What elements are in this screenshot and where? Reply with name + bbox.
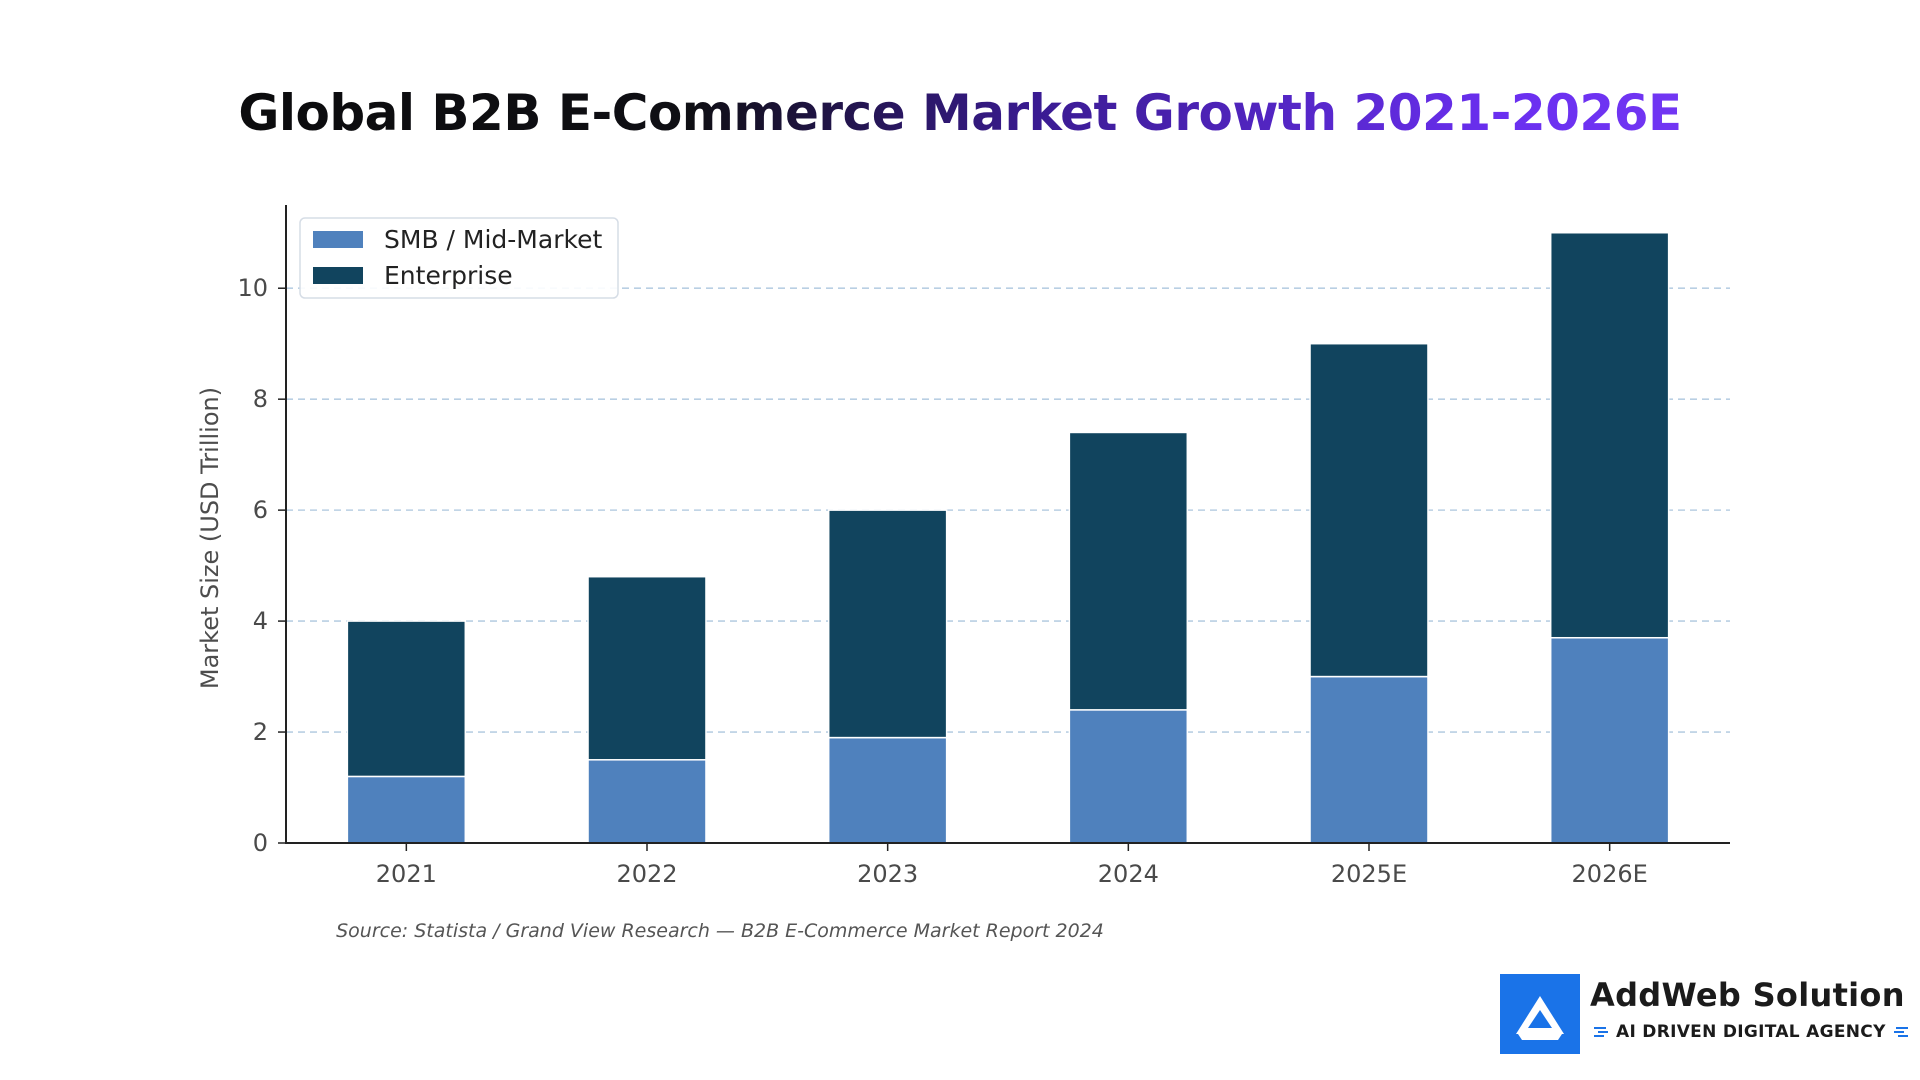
bar-enterprise — [1309, 342, 1429, 678]
brand-name: AddWeb Solution — [1590, 976, 1905, 1014]
bar-smb — [827, 736, 948, 844]
speed-lines-left-icon — [1594, 1027, 1608, 1037]
bar-smb — [346, 775, 467, 844]
axes — [285, 205, 1730, 844]
y-tick-label: 0 — [253, 829, 268, 857]
y-axis-title: Market Size (USD Trillion) — [196, 387, 224, 689]
addweb-a-logo-icon — [1500, 974, 1580, 1054]
bar-enterprise — [1549, 231, 1670, 639]
bar-enterprise — [1068, 431, 1189, 711]
y-tick-label: 6 — [253, 496, 268, 524]
y-tick-label: 8 — [253, 385, 268, 413]
legend-label-enterprise: Enterprise — [384, 261, 513, 290]
source-note: Source: Statista / Grand View Research —… — [336, 920, 1104, 942]
x-tick-label: 2023 — [857, 860, 918, 888]
x-tick-label: 2024 — [1098, 860, 1159, 888]
legend-swatch-smb — [313, 231, 363, 248]
x-tick-label: 2022 — [616, 860, 677, 888]
bar-enterprise — [587, 575, 707, 761]
legend-box — [299, 217, 619, 299]
brand-block: AddWeb Solution AI DRIVEN DIGITAL AGENCY — [1500, 974, 1908, 1056]
legend: SMB / Mid-Market Enterprise — [299, 217, 619, 299]
y-tick-label: 10 — [237, 274, 268, 302]
brand-tagline: AI DRIVEN DIGITAL AGENCY — [1616, 1022, 1886, 1042]
brand-tagline-row: AI DRIVEN DIGITAL AGENCY — [1592, 1022, 1910, 1042]
bar-enterprise — [346, 620, 467, 778]
bar-smb — [587, 759, 707, 844]
bar-smb — [1068, 709, 1189, 844]
x-tick-label: 2025E — [1331, 860, 1407, 888]
grid-lines — [286, 287, 1730, 733]
y-tick-label: 2 — [253, 718, 268, 746]
x-tick-label: 2021 — [376, 860, 437, 888]
y-tick-label: 4 — [253, 607, 268, 635]
x-tick-label: 2026E — [1572, 860, 1648, 888]
legend-swatch-enterprise — [313, 267, 363, 284]
bar-smb — [1309, 675, 1429, 844]
bar-enterprise — [827, 509, 948, 739]
y-ticks: 0 2 4 6 8 10 — [237, 274, 286, 857]
x-ticks: 2021 2022 2023 2024 2025E 2026E — [376, 843, 1648, 888]
speed-lines-right-icon — [1893, 1027, 1908, 1037]
bar-smb — [1549, 636, 1670, 844]
bars — [346, 231, 1670, 844]
page-title: Global B2B E-Commerce Market Growth 2021… — [0, 78, 1920, 148]
legend-label-smb: SMB / Mid-Market — [384, 225, 602, 254]
